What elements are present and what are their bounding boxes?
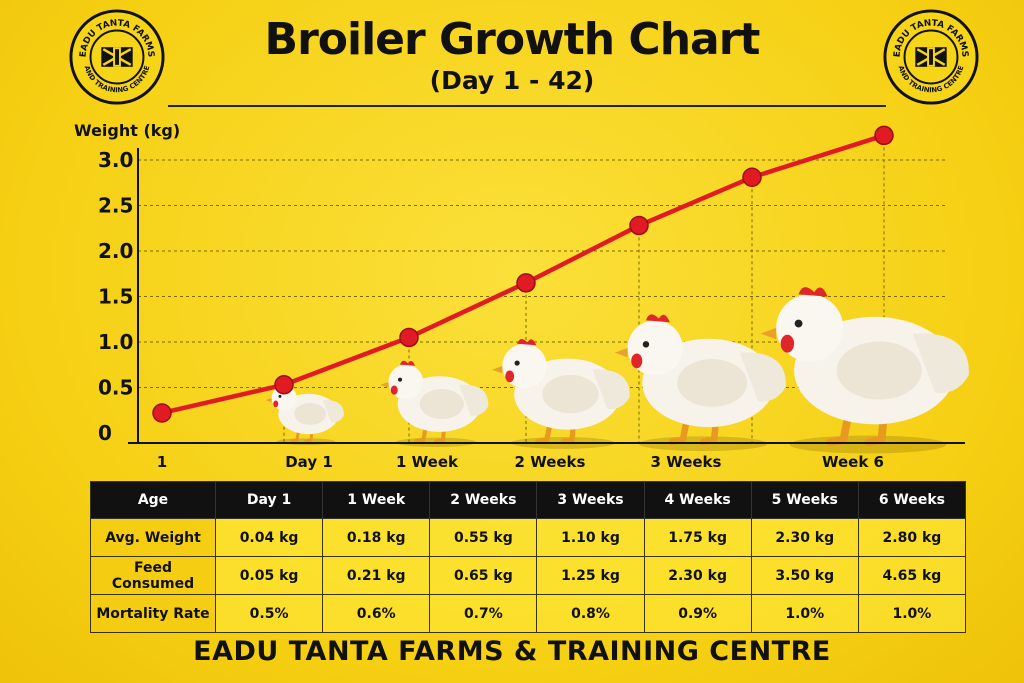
x-tick-label: 2 Weeks xyxy=(515,453,586,471)
footer-organization-name: EADU TANTA FARMS & TRAINING CENTRE xyxy=(193,636,831,667)
data-point xyxy=(629,215,649,236)
chart-title: Broiler Growth Chart xyxy=(264,14,761,65)
table-row: Avg. Weight 0.04 kg 0.18 kg 0.55 kg 1.10 kg 1… xyxy=(90,518,967,557)
chart-axes: 3.0 2.5 2.0 1.5 1.0 0.5 0 1 Day 1 1 Week 2 Weeks 3 … xyxy=(98,148,965,471)
table-row: Mortality Rate 0.5% 0.6% 0.7% 0.8% 0.9% 1.0% 1.… xyxy=(90,594,967,633)
table-cell: 0.04 kg xyxy=(214,518,324,557)
table-cell: 0.8% xyxy=(536,594,645,633)
chicken-illustrations xyxy=(265,287,969,454)
table-header-cell: 5 Weeks xyxy=(750,481,859,519)
farm-emblem-icon xyxy=(101,47,133,67)
data-point xyxy=(152,403,172,423)
table-row-label: Feed Consumed xyxy=(90,556,216,595)
table-cell: 1.25 kg xyxy=(536,556,645,595)
table-header-cell: 2 Weeks xyxy=(429,481,538,519)
table-cell: 1.10 kg xyxy=(536,518,645,557)
table-cell: 2.30 kg xyxy=(750,518,859,557)
table-header-cell: 6 Weeks xyxy=(857,481,967,519)
farm-logo-left: EADU TANTA FARMS AND TRAINING CENTRE xyxy=(69,9,165,105)
table-cell: 2.30 kg xyxy=(643,556,752,595)
farm-emblem-icon xyxy=(915,47,947,67)
data-point xyxy=(399,327,419,348)
table-row-label: Mortality Rate xyxy=(90,594,216,633)
x-tick-label: 3 Weeks xyxy=(651,453,722,471)
table-cell: 0.7% xyxy=(429,594,538,633)
table-cell: 0.6% xyxy=(322,594,431,633)
table-cell: 1.0% xyxy=(750,594,859,633)
table-cell: 0.55 kg xyxy=(429,518,538,557)
chicken-icon xyxy=(265,382,344,446)
title-divider xyxy=(168,105,886,107)
y-tick-label: 0.5 xyxy=(98,376,133,400)
chicken-icon xyxy=(614,314,786,452)
y-tick-label: 1.0 xyxy=(98,330,133,354)
table-cell: 3.50 kg xyxy=(750,556,859,595)
y-axis-label: Weight (kg) xyxy=(74,121,180,140)
x-tick-label: 1 xyxy=(157,453,167,471)
chicken-icon xyxy=(491,338,630,449)
y-tick-label: 2.0 xyxy=(98,239,133,263)
y-tick-label: 1.5 xyxy=(98,285,133,309)
x-tick-label: 1 Week xyxy=(396,453,459,471)
y-tick-label: 0 xyxy=(98,421,112,445)
table-header-cell: Age xyxy=(90,481,216,519)
table-cell: 1.75 kg xyxy=(643,518,752,557)
data-point xyxy=(516,273,536,293)
x-tick-label: Day 1 xyxy=(285,453,333,471)
table-header-cell: Day 1 xyxy=(214,481,324,519)
table-cell: 0.18 kg xyxy=(322,518,431,557)
table-row-label: Avg. Weight xyxy=(90,518,216,557)
data-point xyxy=(874,125,894,146)
data-point xyxy=(274,375,294,395)
table-cell: 2.80 kg xyxy=(857,518,967,557)
chart-subtitle: (Day 1 - 42) xyxy=(429,66,595,95)
growth-line-chart: 3.0 2.5 2.0 1.5 1.0 0.5 0 1 Day 1 1 Week 2 Weeks 3 … xyxy=(74,121,969,471)
chicken-icon xyxy=(380,360,489,447)
y-tick-label: 3.0 xyxy=(98,148,133,172)
table-cell: 4.65 kg xyxy=(857,556,967,595)
data-point xyxy=(742,167,762,188)
table-cell: 1.0% xyxy=(857,594,967,633)
table-header-cell: 1 Week xyxy=(322,481,431,519)
x-tick-label: Week 6 xyxy=(822,453,884,471)
table-cell: 0.65 kg xyxy=(429,556,538,595)
table-header-cell: 4 Weeks xyxy=(643,481,752,519)
table-cell: 0.21 kg xyxy=(322,556,431,595)
weight-series xyxy=(152,125,894,423)
table-cell: 0.05 kg xyxy=(214,556,324,595)
y-tick-label: 2.5 xyxy=(98,194,133,218)
chicken-icon xyxy=(760,287,969,454)
table-row: Feed Consumed 0.05 kg 0.21 kg 0.65 kg 1.25 k… xyxy=(90,556,967,595)
table-header-cell: 3 Weeks xyxy=(536,481,645,519)
table-cell: 0.9% xyxy=(643,594,752,633)
farm-logo-right: EADU TANTA FARMS AND TRAINING CENTRE xyxy=(883,9,979,105)
table-cell: 0.5% xyxy=(214,594,324,633)
